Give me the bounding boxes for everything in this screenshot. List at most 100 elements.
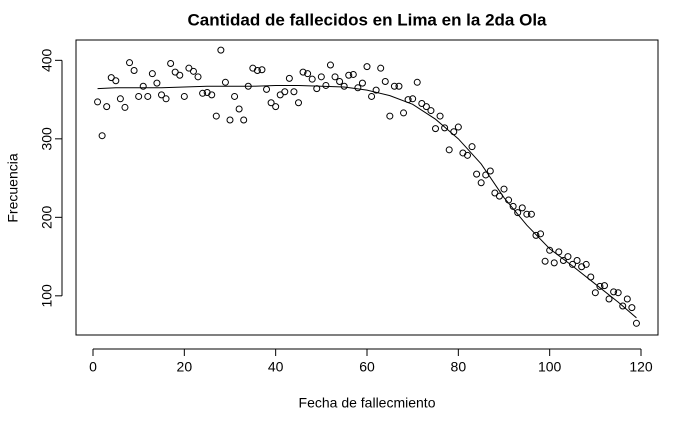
point bbox=[157, 91, 165, 99]
point bbox=[139, 82, 147, 90]
point bbox=[400, 109, 408, 117]
point bbox=[564, 253, 572, 261]
point bbox=[263, 85, 271, 93]
y-tick-label: 300 bbox=[39, 127, 55, 151]
point bbox=[372, 86, 380, 94]
point bbox=[491, 189, 499, 197]
point bbox=[176, 71, 184, 79]
point bbox=[121, 103, 129, 111]
point bbox=[276, 91, 284, 99]
point bbox=[130, 67, 138, 75]
point bbox=[363, 63, 371, 71]
point bbox=[610, 288, 618, 296]
point bbox=[432, 125, 440, 133]
point bbox=[546, 246, 554, 254]
point bbox=[582, 260, 590, 268]
point bbox=[354, 84, 362, 92]
point bbox=[550, 259, 558, 267]
point bbox=[180, 92, 188, 100]
point bbox=[559, 257, 567, 265]
y-tick-label: 400 bbox=[39, 48, 55, 72]
point bbox=[116, 95, 124, 103]
point bbox=[290, 88, 298, 96]
point bbox=[537, 230, 545, 238]
point bbox=[162, 95, 170, 103]
point bbox=[235, 105, 243, 113]
point bbox=[199, 89, 207, 97]
point bbox=[231, 92, 239, 100]
point bbox=[632, 319, 640, 327]
point bbox=[390, 82, 398, 90]
point bbox=[418, 100, 426, 108]
point bbox=[144, 92, 152, 100]
point bbox=[153, 79, 161, 87]
x-tick-label: 40 bbox=[268, 359, 284, 375]
point bbox=[226, 116, 234, 124]
point bbox=[468, 143, 476, 151]
point bbox=[573, 257, 581, 265]
point bbox=[322, 81, 330, 89]
point bbox=[473, 170, 481, 178]
point bbox=[450, 128, 458, 136]
point bbox=[217, 46, 225, 54]
point bbox=[167, 59, 175, 67]
x-tick-label: 100 bbox=[538, 359, 562, 375]
point bbox=[189, 67, 197, 75]
point bbox=[194, 73, 202, 81]
point bbox=[331, 73, 339, 81]
point bbox=[358, 79, 366, 87]
x-tick-label: 20 bbox=[177, 359, 193, 375]
point bbox=[422, 103, 430, 111]
point bbox=[107, 74, 115, 82]
point bbox=[427, 107, 435, 115]
point bbox=[317, 73, 325, 81]
point bbox=[409, 95, 417, 103]
point bbox=[381, 78, 389, 86]
point bbox=[267, 99, 275, 107]
point bbox=[299, 68, 307, 76]
point bbox=[336, 78, 344, 86]
point bbox=[135, 92, 143, 100]
point bbox=[605, 295, 613, 303]
point bbox=[623, 295, 631, 303]
x-tick-label: 120 bbox=[629, 359, 653, 375]
point bbox=[212, 112, 220, 120]
point bbox=[308, 75, 316, 83]
point bbox=[272, 103, 280, 111]
point bbox=[413, 78, 421, 86]
y-tick-label: 100 bbox=[39, 284, 55, 308]
point bbox=[345, 71, 353, 79]
x-tick-label: 60 bbox=[359, 359, 375, 375]
point bbox=[486, 167, 494, 175]
point bbox=[103, 103, 111, 111]
point bbox=[148, 70, 156, 78]
point bbox=[555, 248, 563, 256]
point bbox=[500, 185, 508, 193]
point bbox=[395, 82, 403, 90]
point bbox=[258, 66, 266, 74]
x-tick-label: 80 bbox=[451, 359, 467, 375]
point bbox=[171, 68, 179, 76]
point bbox=[527, 210, 535, 218]
point bbox=[253, 67, 261, 75]
point bbox=[596, 282, 604, 290]
point bbox=[240, 116, 248, 124]
point bbox=[541, 257, 549, 265]
point bbox=[377, 64, 385, 72]
chart-title: Cantidad de fallecidos en Lima en la 2da… bbox=[188, 10, 548, 29]
point bbox=[614, 289, 622, 297]
point bbox=[454, 123, 462, 131]
plot-box bbox=[75, 39, 659, 336]
point bbox=[523, 210, 531, 218]
point bbox=[619, 302, 627, 310]
point bbox=[368, 92, 376, 100]
point bbox=[126, 59, 134, 67]
point bbox=[569, 260, 577, 268]
point bbox=[304, 70, 312, 78]
point bbox=[340, 82, 348, 90]
point bbox=[112, 77, 120, 85]
point bbox=[221, 78, 229, 86]
x-axis-label: Fecha de fallecmiento bbox=[299, 395, 436, 411]
